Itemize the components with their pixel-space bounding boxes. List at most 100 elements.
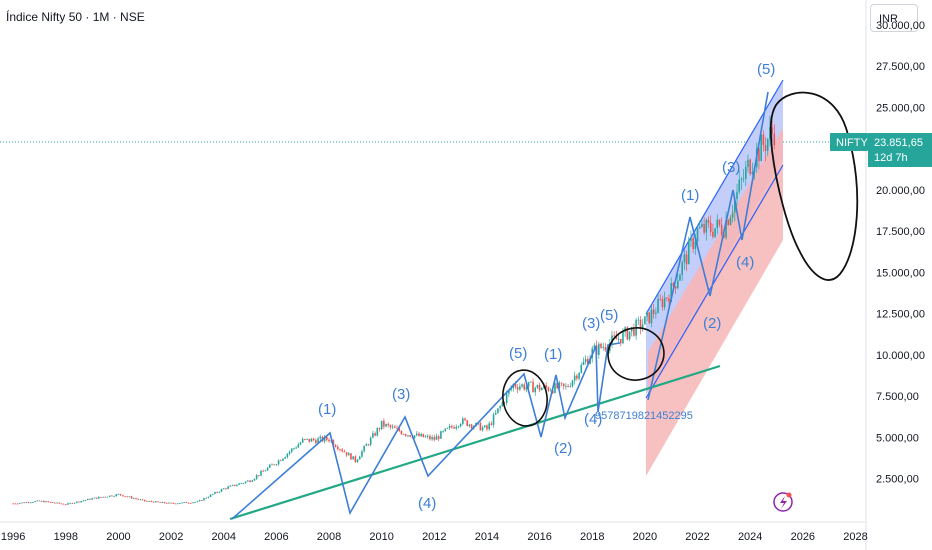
candle bbox=[358, 456, 361, 460]
candle bbox=[687, 240, 690, 265]
wave-label: (4) bbox=[584, 411, 602, 428]
candle bbox=[196, 501, 199, 503]
candle bbox=[497, 408, 499, 413]
candle bbox=[148, 501, 150, 502]
candle bbox=[424, 436, 427, 438]
candle bbox=[663, 297, 666, 308]
candle bbox=[262, 470, 265, 472]
candle bbox=[273, 464, 275, 466]
candle bbox=[181, 502, 183, 504]
candle bbox=[229, 485, 232, 487]
candle bbox=[367, 444, 370, 446]
candle bbox=[269, 464, 271, 468]
candle bbox=[703, 223, 705, 233]
channel-upper-line bbox=[645, 79, 784, 315]
wave-zigzag-cycle-1 bbox=[231, 372, 542, 520]
candle bbox=[637, 319, 640, 321]
candle bbox=[260, 470, 262, 476]
time-tick-label: 2014 bbox=[475, 531, 499, 543]
candle bbox=[111, 495, 113, 497]
candle bbox=[369, 437, 372, 445]
candle bbox=[78, 501, 80, 503]
candle bbox=[762, 134, 765, 146]
candle bbox=[622, 331, 624, 344]
candle bbox=[657, 299, 659, 313]
candle bbox=[23, 502, 25, 504]
candle bbox=[315, 440, 317, 444]
candle bbox=[385, 423, 387, 427]
candle bbox=[444, 428, 447, 432]
candle bbox=[578, 372, 580, 379]
candle bbox=[216, 492, 218, 493]
price-tag-symbol: NIFTY bbox=[836, 137, 868, 149]
candle bbox=[503, 402, 506, 404]
candle bbox=[271, 464, 273, 466]
candle bbox=[464, 418, 466, 421]
candle bbox=[128, 496, 131, 498]
candle bbox=[714, 228, 716, 237]
candle bbox=[168, 502, 170, 504]
candle bbox=[525, 386, 528, 390]
candle bbox=[43, 500, 45, 503]
candle bbox=[453, 427, 455, 429]
currency-button[interactable]: INR bbox=[870, 4, 918, 32]
candle bbox=[611, 335, 613, 344]
candle bbox=[701, 223, 703, 227]
candle bbox=[516, 387, 519, 390]
candle bbox=[396, 427, 398, 429]
candle bbox=[65, 504, 67, 506]
candle bbox=[668, 298, 670, 303]
price-axis[interactable]: 2.500,00 5.000,00 7.500,00 10.000,00 12.500,… bbox=[876, 20, 925, 486]
candle bbox=[580, 364, 583, 373]
time-tick-label: 2006 bbox=[264, 531, 288, 543]
candle bbox=[405, 434, 407, 436]
candle bbox=[372, 433, 374, 438]
candle bbox=[258, 475, 260, 477]
candle bbox=[332, 440, 335, 446]
wave-label: (2) bbox=[554, 440, 572, 457]
candle bbox=[641, 324, 644, 329]
candle bbox=[255, 475, 258, 479]
flash-icon[interactable] bbox=[773, 492, 793, 512]
price-tick-label: 7.500,00 bbox=[876, 391, 919, 403]
candle bbox=[374, 433, 376, 436]
candle bbox=[771, 127, 773, 134]
candle bbox=[558, 382, 561, 389]
time-axis[interactable]: 1996 1998 2000 2002 2004 2006 2008 2010 2012 2014… bbox=[0, 521, 868, 543]
price-tick-label: 10.000,00 bbox=[876, 350, 925, 362]
candle bbox=[170, 502, 172, 504]
candle bbox=[209, 494, 212, 497]
candles-layer bbox=[12, 115, 776, 506]
candle bbox=[690, 238, 692, 241]
candle bbox=[415, 433, 418, 436]
candle bbox=[293, 448, 295, 449]
candle bbox=[459, 423, 462, 427]
candle bbox=[530, 381, 532, 383]
candle bbox=[161, 502, 164, 503]
candle bbox=[532, 381, 534, 393]
candle bbox=[220, 489, 223, 492]
candle bbox=[644, 316, 646, 325]
candle bbox=[126, 496, 129, 498]
candle bbox=[275, 464, 278, 466]
candle bbox=[600, 343, 602, 348]
candle bbox=[692, 238, 694, 249]
candle bbox=[523, 384, 526, 390]
stray-annotation-text: 9578719821452295 bbox=[595, 410, 693, 422]
candle bbox=[21, 502, 23, 504]
candle bbox=[190, 502, 192, 504]
price-tag[interactable]: NIFTY 23.851,65 12d 7h bbox=[830, 133, 932, 167]
candle bbox=[244, 481, 247, 484]
candle bbox=[490, 423, 493, 425]
candle bbox=[420, 433, 422, 437]
candle bbox=[683, 254, 686, 263]
candle bbox=[696, 228, 699, 242]
candle bbox=[617, 338, 620, 340]
candle bbox=[187, 502, 190, 504]
candle bbox=[185, 502, 188, 503]
candle bbox=[720, 224, 723, 235]
candle bbox=[661, 299, 664, 308]
candle bbox=[194, 501, 197, 503]
